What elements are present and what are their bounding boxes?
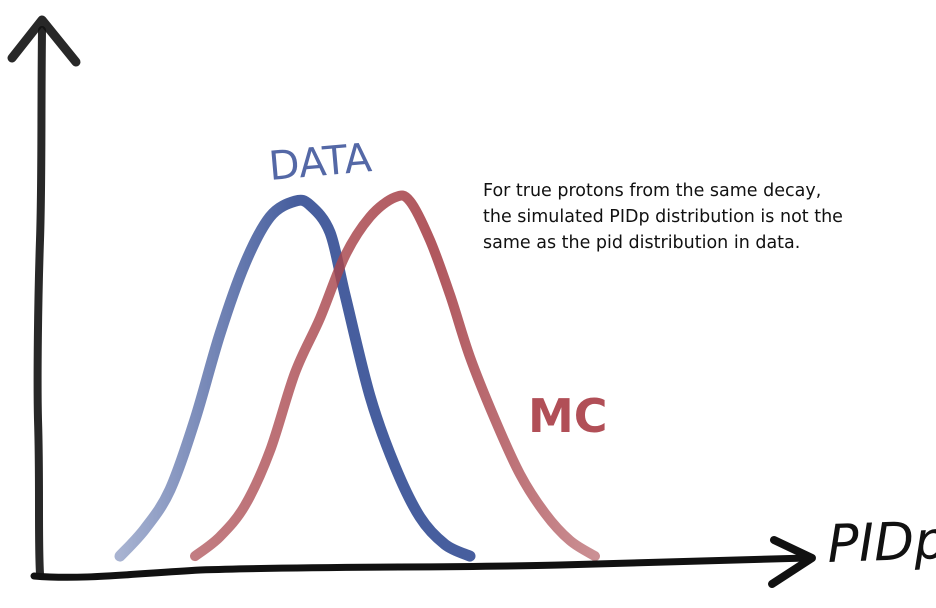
mc-curve-point <box>194 556 195 557</box>
data-curve-point <box>344 294 345 295</box>
data-curve-point <box>309 205 310 206</box>
mc-curve-point <box>409 201 410 202</box>
data-curve-point <box>329 232 330 233</box>
mc-curve-point <box>244 505 245 506</box>
mc-curve-point <box>394 197 395 198</box>
mc-curve-point <box>544 513 545 514</box>
data-curve-point <box>119 556 120 557</box>
data-curve-point <box>219 333 220 334</box>
data-curve-point <box>269 216 270 217</box>
mc-curve-point <box>319 318 320 319</box>
series-label-data: DATA <box>267 135 374 190</box>
mc-curve-point <box>594 556 595 557</box>
x-axis <box>30 554 812 581</box>
x-axis-label: PIDp <box>826 511 936 575</box>
data-curve-point <box>419 517 420 518</box>
plot-curves <box>114 190 600 562</box>
mc-curve <box>190 190 600 562</box>
mc-curve-point <box>429 240 430 241</box>
mc-curve-point <box>344 255 345 256</box>
mc-curve-point <box>519 474 520 475</box>
data-curve-point <box>244 263 245 264</box>
mc-curve-point <box>369 216 370 217</box>
annotation-line-2: the simulated PIDp distribution is not t… <box>483 207 843 227</box>
annotation-line-1: For true protons from the same decay, <box>483 181 822 201</box>
mc-curve-point <box>569 540 570 541</box>
mc-curve-point <box>269 450 270 451</box>
y-axis <box>33 26 46 578</box>
y-axis-arrowhead <box>7 15 81 67</box>
data-curve-point <box>294 201 295 202</box>
mc-curve-point <box>449 294 450 295</box>
data-curve-point <box>469 556 470 557</box>
data-curve-point <box>369 396 370 397</box>
mc-curve-point <box>219 536 220 537</box>
x-axis-arrowhead <box>768 536 816 588</box>
annotation-line-3: same as the pid distribution in data. <box>483 233 801 253</box>
annotation-text: For true protons from the same decay, th… <box>483 178 928 256</box>
data-curve-point <box>394 466 395 467</box>
mc-curve-point <box>469 357 470 358</box>
data-curve-point <box>169 489 170 490</box>
mc-curve-point <box>494 419 495 420</box>
data-curve-point <box>144 528 145 529</box>
mc-curve-point <box>294 372 295 373</box>
data-curve-point <box>444 544 445 545</box>
series-label-mc: MC <box>528 389 608 443</box>
data-curve-point <box>194 419 195 420</box>
data-curve <box>114 194 476 562</box>
